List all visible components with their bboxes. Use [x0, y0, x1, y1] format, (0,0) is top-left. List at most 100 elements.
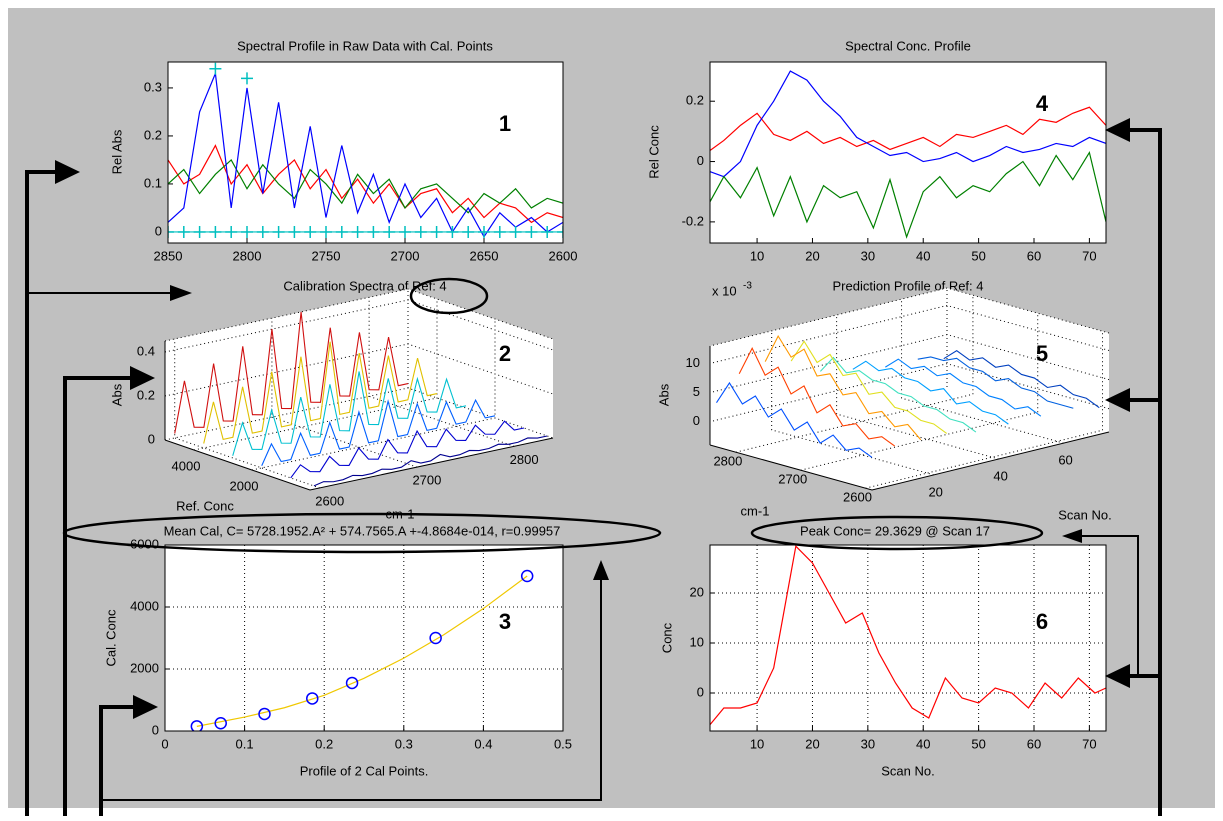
x-tick-label: 40: [916, 736, 930, 751]
y-tick-label: 10: [690, 634, 704, 649]
axes-edge: [709, 287, 1110, 347]
z-tick-label: 5: [693, 384, 700, 399]
y-tick-label: 40: [993, 468, 1007, 483]
chart: 10 20 30 40 50 60 70 0 10 20 Peak Conc= 29.3629 @ …: [659, 523, 1107, 778]
x-tick-label: 2600: [843, 490, 872, 505]
data-point: [320, 225, 332, 238]
chart-title: Spectral Profile in Raw Data with Cal. P…: [237, 38, 493, 53]
x-axis-label: cm-1: [741, 503, 770, 518]
data-point: [367, 225, 380, 238]
data-point: [168, 225, 174, 238]
y-tick-label: 20: [928, 484, 942, 499]
x-tick-label: 20: [805, 736, 819, 751]
panel-number: 3: [499, 609, 511, 634]
axes-edge: [709, 431, 1110, 491]
grid-line: [709, 363, 1110, 423]
arrow-head: [1062, 529, 1082, 543]
data-point: [177, 225, 190, 238]
z-tick-label: 0: [148, 431, 155, 446]
x-tick-label: 60: [1027, 248, 1041, 263]
highlight-ellipse: [750, 515, 1044, 551]
data-point: [520, 569, 534, 583]
series-line: [313, 435, 548, 487]
arrow-line: [99, 705, 135, 816]
x-tick-label: 2700: [412, 473, 441, 488]
data-point: [335, 225, 348, 238]
z-tick-label: 0.2: [137, 387, 155, 402]
x-tick-label: 0.2: [315, 736, 333, 751]
axes-box: [709, 61, 1107, 244]
data-point: [383, 225, 396, 238]
chart-title: Spectral Conc. Profile: [845, 38, 971, 53]
arrow-line: [1080, 535, 1139, 676]
data-point: [214, 717, 227, 730]
series-line: [764, 334, 922, 441]
data-point: [256, 225, 269, 238]
data-point: [241, 225, 253, 238]
x-axis-label: Profile of 2 Cal Points.: [300, 763, 429, 778]
arrow-head: [1105, 118, 1130, 142]
x-tick-label: 50: [971, 736, 985, 751]
panel-number: 5: [1036, 341, 1048, 366]
y-axis-label: Cal. Conc: [103, 609, 118, 667]
series-line: [168, 158, 563, 214]
axes-box: [709, 544, 1107, 732]
series-line: [917, 356, 1074, 409]
axes-box: [164, 544, 564, 732]
grid-line: [771, 330, 934, 476]
arrow-line: [63, 376, 132, 816]
x-tick-label: 20: [805, 248, 819, 263]
x-tick-label: 2650: [470, 248, 499, 263]
y-tick-label: 0: [152, 722, 159, 737]
data-point: [209, 62, 222, 75]
data-point: [304, 225, 317, 238]
z-tick-label: 0.4: [137, 343, 155, 358]
x-tick-label: 2750: [312, 248, 341, 263]
series-line: [710, 150, 1106, 239]
series-line: [716, 381, 873, 458]
x-tick-label: 2600: [549, 248, 578, 263]
z-axis-label: Abs: [109, 383, 124, 406]
y-tick-label: 0.2: [686, 93, 704, 108]
y-tick-label: 0.1: [144, 175, 162, 190]
grid-line: [709, 304, 1110, 364]
x-tick-label: 2850: [154, 248, 183, 263]
z-tick-label: 10: [686, 355, 700, 370]
series-line: [261, 398, 496, 466]
data-point: [225, 225, 238, 238]
y-tick-label: 6000: [130, 536, 159, 551]
x-tick-label: 70: [1082, 736, 1096, 751]
series-line: [232, 371, 467, 456]
axes-edge: [164, 288, 554, 342]
axes-box: [167, 61, 564, 244]
data-point: [557, 225, 563, 238]
y-axis-label: Rel Abs: [109, 129, 124, 174]
chart: 2600 2700 2800 20 40 60 0 5 10 cm-1 Scan No. Abs 5 x …: [656, 281, 1111, 523]
x-tick-label: 70: [1082, 248, 1096, 263]
data-point: [306, 692, 319, 705]
x-tick-label: 2800: [713, 454, 742, 469]
series-line: [710, 106, 1106, 152]
data-point: [541, 225, 554, 238]
x-tick-label: 50: [971, 248, 985, 263]
x-tick-label: 2700: [391, 248, 420, 263]
x-tick-label: 2800: [233, 248, 262, 263]
y-tick-label: 2000: [130, 660, 159, 675]
panel-number: 1: [499, 111, 511, 136]
series-line: [819, 356, 977, 433]
grid-line: [836, 315, 999, 460]
y-tick-label: 4000: [172, 458, 201, 473]
x-tick-label: 10: [750, 736, 764, 751]
series-group: [190, 569, 534, 731]
y-axis-label: Rel Conc: [646, 125, 661, 179]
data-point: [193, 225, 206, 238]
series-group: [710, 545, 1106, 726]
data-point: [241, 72, 253, 85]
chart: 10 20 30 40 50 60 70 -0.2 0 0.2 Spectral Conc. Pro…: [646, 38, 1107, 293]
data-point: [493, 225, 506, 238]
series-line: [196, 575, 528, 727]
arrow-head: [130, 366, 155, 390]
arrow-head: [133, 695, 158, 719]
series-group: [710, 70, 1106, 239]
x-tick-label: 0: [161, 736, 168, 751]
